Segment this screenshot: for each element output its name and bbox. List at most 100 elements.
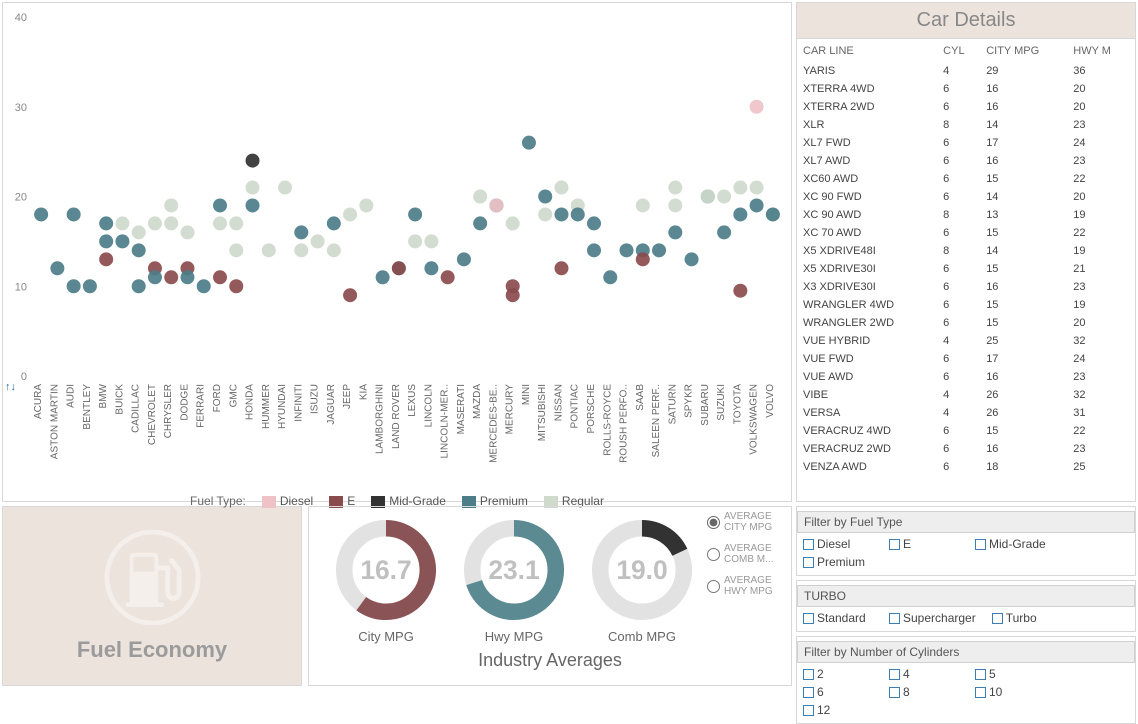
filter-checkbox[interactable]: 6 <box>803 685 873 699</box>
filter-checkbox[interactable]: Premium <box>803 555 873 569</box>
filter-checkbox[interactable]: 10 <box>975 685 1045 699</box>
filter-checkbox[interactable]: Turbo <box>992 611 1062 625</box>
checkbox-icon <box>975 687 986 698</box>
table-row[interactable]: X3 XDRIVE30I61623 <box>799 279 1133 295</box>
table-row[interactable]: VUE AWD61623 <box>799 369 1133 385</box>
checkbox-icon <box>889 613 900 624</box>
table-row[interactable]: XTERRA 4WD61620 <box>799 81 1133 97</box>
table-row[interactable]: VUE HYBRID42532 <box>799 333 1133 349</box>
table-cell: 22 <box>1069 225 1133 241</box>
table-row[interactable]: XTERRA 2WD61620 <box>799 99 1133 115</box>
filter-fuel-box: Filter by Fuel Type DieselEMid-GradePrem… <box>796 506 1136 576</box>
table-cell: 23 <box>1069 279 1133 295</box>
table-row[interactable]: XLR81423 <box>799 117 1133 133</box>
filter-checkbox[interactable]: Mid-Grade <box>975 537 1046 551</box>
table-cell: 8 <box>939 243 980 259</box>
legend-item[interactable]: Diesel <box>262 494 313 508</box>
filter-checkbox[interactable]: 2 <box>803 667 873 681</box>
filter-cyl-header: Filter by Number of Cylinders <box>797 641 1135 663</box>
averages-title: Industry Averages <box>478 650 622 671</box>
table-cell: 8 <box>939 117 980 133</box>
table-row[interactable]: VENZA AWD61825 <box>799 459 1133 475</box>
svg-text:JAGUAR: JAGUAR <box>326 384 337 425</box>
table-row[interactable]: VERACRUZ 2WD61623 <box>799 441 1133 457</box>
svg-text:SUZUKI: SUZUKI <box>716 384 727 421</box>
table-cell: 6 <box>939 189 980 205</box>
table-row[interactable]: XC 90 FWD61420 <box>799 189 1133 205</box>
svg-text:KIA: KIA <box>358 384 369 400</box>
table-column-header[interactable]: CAR LINE <box>799 41 937 61</box>
table-row[interactable]: VERSA42631 <box>799 405 1133 421</box>
table-row[interactable]: XC 90 AWD81319 <box>799 207 1133 223</box>
filter-checkbox[interactable]: E <box>889 537 959 551</box>
table-column-header[interactable]: HWY M <box>1069 41 1133 61</box>
svg-text:BMW: BMW <box>98 383 109 408</box>
table-row[interactable]: XL7 AWD61623 <box>799 153 1133 169</box>
table-cell: 6 <box>939 441 980 457</box>
avg-radio[interactable]: AVERAGE COMB M... <box>707 543 791 565</box>
table-cell: 16 <box>982 441 1067 457</box>
svg-text:HYUNDAI: HYUNDAI <box>277 384 288 429</box>
fuel-economy-title: Fuel Economy <box>77 637 227 663</box>
checkbox-icon <box>803 539 814 550</box>
table-column-header[interactable]: CITY MPG <box>982 41 1067 61</box>
donut-hwy: 23.1Hwy MPG <box>459 515 569 644</box>
table-row[interactable]: VIBE42632 <box>799 387 1133 403</box>
checkbox-icon <box>889 687 900 698</box>
table-cell: 24 <box>1069 351 1133 367</box>
table-row[interactable]: XC 70 AWD61522 <box>799 225 1133 241</box>
checkbox-icon <box>975 539 986 550</box>
table-column-header[interactable]: CYL <box>939 41 980 61</box>
legend-swatch <box>262 496 276 508</box>
scatter-panel: 010203040ACURAASTON MARTINAUDIBENTLEYBMW… <box>2 2 792 502</box>
svg-text:JEEP: JEEP <box>342 384 353 409</box>
table-cell: 6 <box>939 81 980 97</box>
svg-text:PORSCHE: PORSCHE <box>586 384 597 434</box>
table-cell: 15 <box>982 315 1067 331</box>
table-cell: XC60 AWD <box>799 171 937 187</box>
filter-checkbox[interactable]: Standard <box>803 611 873 625</box>
avg-radio[interactable]: AVERAGE HWY MPG <box>707 575 791 597</box>
table-cell: 6 <box>939 279 980 295</box>
svg-text:ROUSH PERFO..: ROUSH PERFO.. <box>619 384 630 463</box>
table-cell: 23 <box>1069 369 1133 385</box>
table-row[interactable]: WRANGLER 4WD61519 <box>799 297 1133 313</box>
svg-text:DODGE: DODGE <box>179 384 190 421</box>
filter-cyl-box: Filter by Number of Cylinders 2 4 5 6 8 10 12 <box>796 636 1136 724</box>
table-cell: YARIS <box>799 63 937 79</box>
table-cell: 29 <box>982 63 1067 79</box>
table-row[interactable]: VUE FWD61724 <box>799 351 1133 367</box>
table-row[interactable]: X5 XDRIVE48I81419 <box>799 243 1133 259</box>
svg-text:CHEVROLET: CHEVROLET <box>147 384 158 445</box>
svg-text:PONTIAC: PONTIAC <box>570 384 581 428</box>
table-cell: 19 <box>1069 243 1133 259</box>
table-row[interactable]: XL7 FWD61724 <box>799 135 1133 151</box>
filter-checkbox[interactable]: Diesel <box>803 537 873 551</box>
filter-checkbox[interactable]: 4 <box>889 667 959 681</box>
table-cell: 36 <box>1069 63 1133 79</box>
svg-text:HUMMER: HUMMER <box>261 384 272 429</box>
table-row[interactable]: XC60 AWD61522 <box>799 171 1133 187</box>
swap-axes-icon[interactable]: ↑↓ <box>5 381 16 393</box>
avg-radio[interactable]: AVERAGE CITY MPG <box>707 511 791 533</box>
checkbox-icon <box>803 557 814 568</box>
svg-text:FERRARI: FERRARI <box>196 384 207 428</box>
table-cell: XLR <box>799 117 937 133</box>
table-cell: 16 <box>982 153 1067 169</box>
filter-checkbox[interactable]: 12 <box>803 703 873 717</box>
table-row[interactable]: X5 XDRIVE30I61521 <box>799 261 1133 277</box>
table-row[interactable]: VERACRUZ 4WD61522 <box>799 423 1133 439</box>
donut-label: City MPG <box>358 629 414 644</box>
filter-checkbox[interactable]: 5 <box>975 667 1045 681</box>
filter-checkbox[interactable]: Supercharger <box>889 611 976 625</box>
table-cell: 26 <box>982 405 1067 421</box>
donut-label: Comb MPG <box>608 629 676 644</box>
donut-city: 16.7City MPG <box>331 515 441 644</box>
donut-comb: 19.0Comb MPG <box>587 515 697 644</box>
svg-text:MERCURY: MERCURY <box>505 384 516 435</box>
table-row[interactable]: YARIS42936 <box>799 63 1133 79</box>
checkbox-icon <box>992 613 1003 624</box>
filter-checkbox[interactable]: 8 <box>889 685 959 699</box>
svg-text:30: 30 <box>15 102 27 114</box>
table-row[interactable]: WRANGLER 2WD61520 <box>799 315 1133 331</box>
